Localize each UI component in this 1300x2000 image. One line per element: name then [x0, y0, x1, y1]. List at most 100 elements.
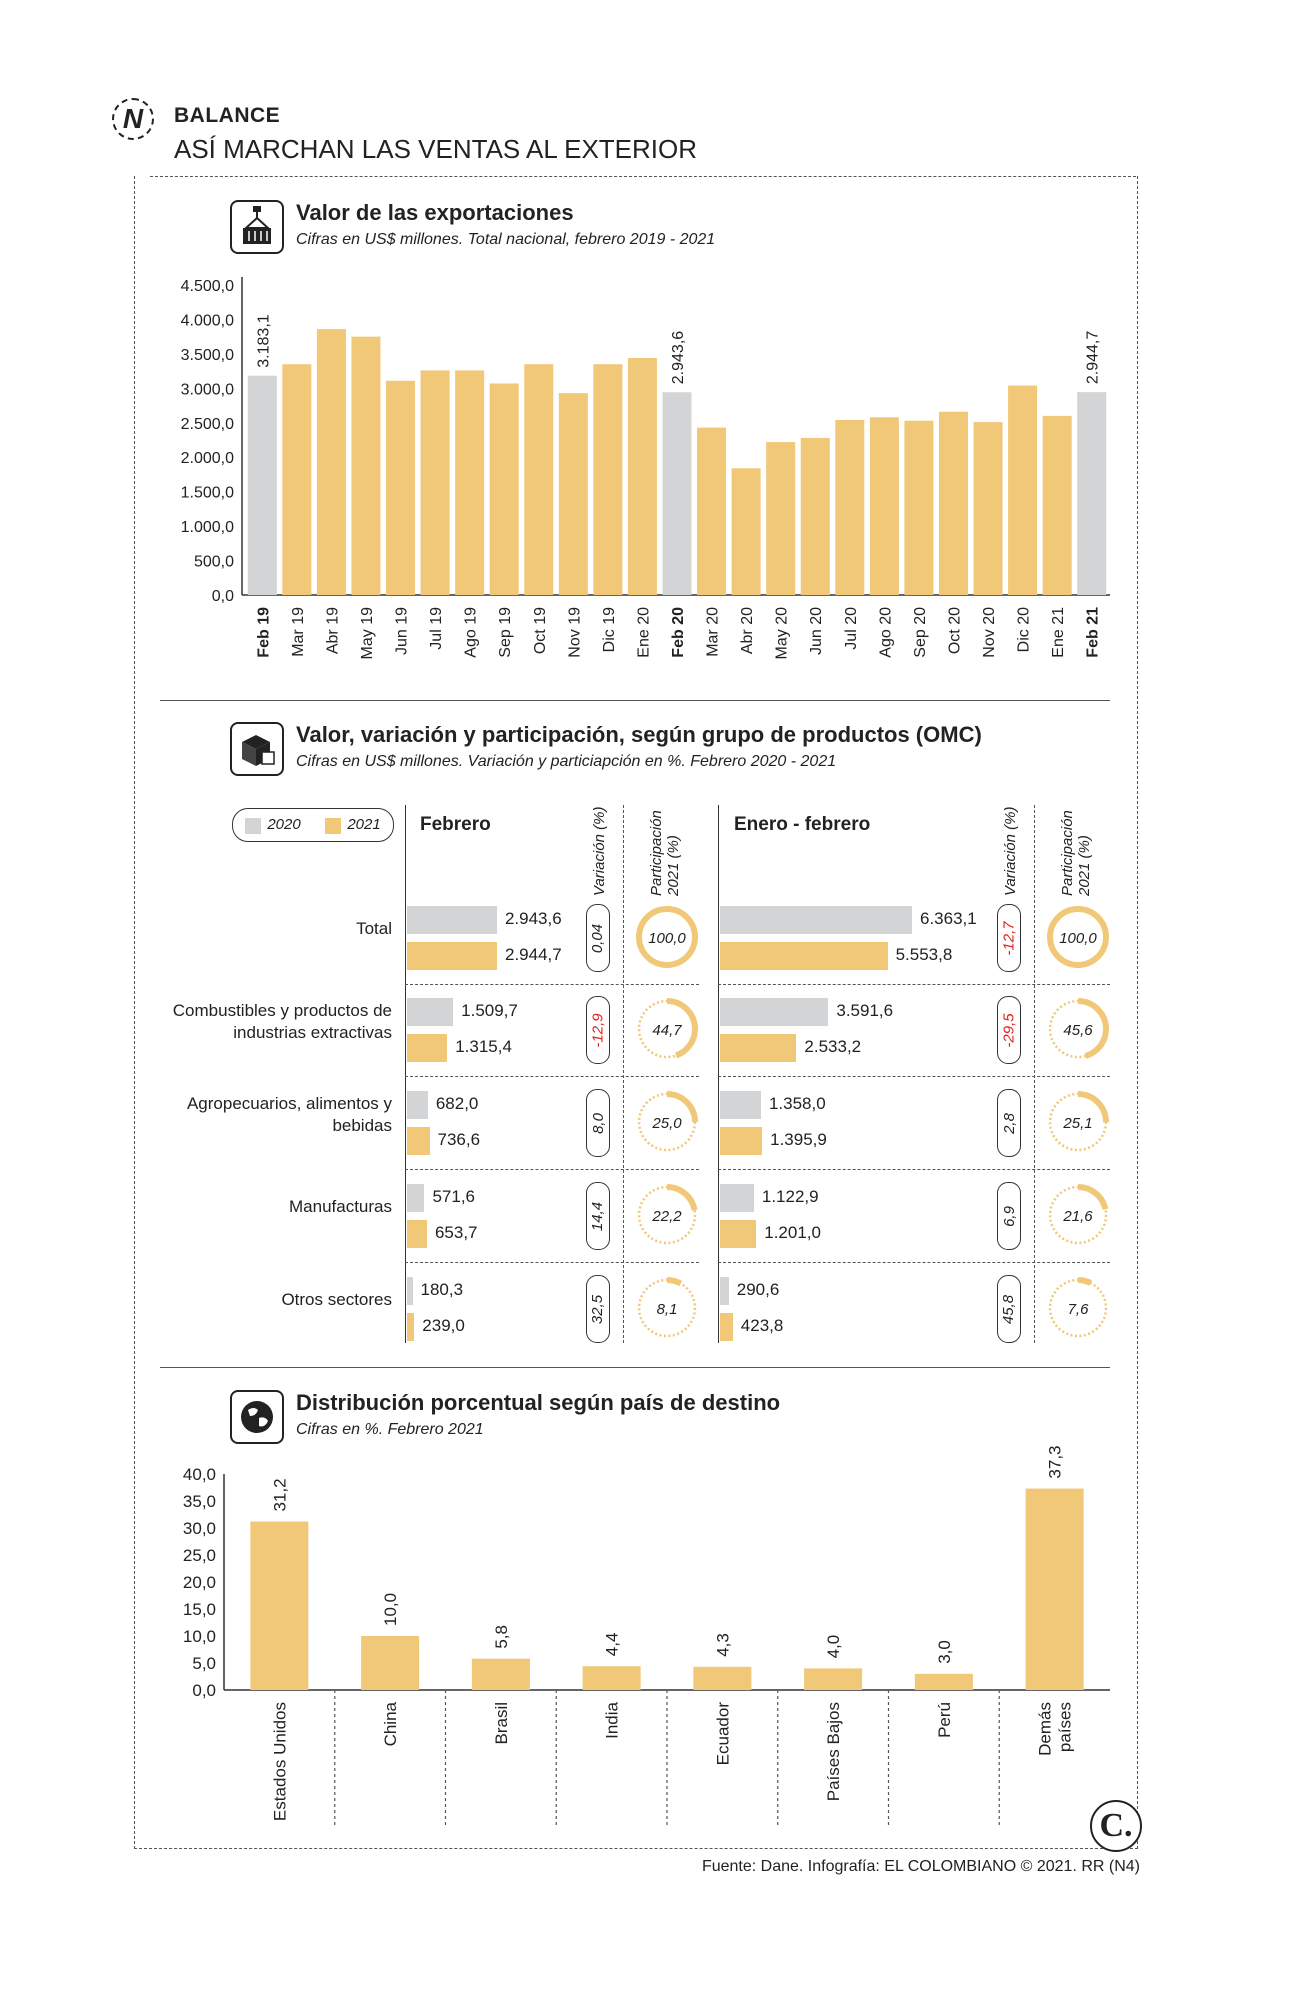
globe-icon: [230, 1390, 284, 1444]
frame-top: [150, 176, 1136, 177]
x-tick-label: Feb 20: [670, 607, 687, 658]
share-value: 100,0: [648, 930, 686, 947]
x-tick-label: Ene 20: [635, 607, 652, 658]
bar-feb-2020: [407, 1277, 413, 1305]
bar-feb-2020-label: 2.943,6: [504, 909, 562, 928]
variation-feb-value: 14,4: [589, 1201, 607, 1231]
bar: [1042, 415, 1072, 595]
data-label: 31,2: [270, 1478, 289, 1511]
share-feb: 22,2: [636, 1184, 698, 1246]
bar-feb-2021: [407, 1220, 427, 1248]
x-tick-label: Nov 19: [566, 607, 583, 658]
bar: [835, 420, 865, 595]
variation-feb: 14,4: [586, 1182, 610, 1250]
share-ring-fill: [1047, 1184, 1109, 1246]
share-value: 44,7: [652, 1022, 682, 1039]
bar: [558, 393, 588, 595]
share-ring-fill: [636, 1091, 698, 1153]
y-tick-label: 3.500,0: [181, 347, 234, 364]
bar: [914, 1673, 973, 1690]
x-tick-label: Ago 20: [877, 607, 894, 658]
bar: [904, 420, 934, 595]
variation-feb: -12,9: [586, 996, 610, 1064]
share-value: 45,6: [1063, 1022, 1093, 1039]
chart1-subtitle: Cifras en US$ millones. Total nacional, …: [296, 231, 716, 248]
bar-feb-2021-label: 1.315,4: [455, 1037, 512, 1056]
row-divider: [405, 1262, 699, 1263]
variation-ytd-value: -29,5: [1000, 1012, 1018, 1048]
legend-2021: 2021: [325, 816, 381, 834]
x-tick-label: Mar 19: [290, 607, 307, 657]
chart3-title: Distribución porcentual según país de de…: [296, 1390, 781, 1415]
data-label: 5,8: [492, 1625, 511, 1649]
share-feb: 44,7: [636, 998, 698, 1060]
bar: [1008, 385, 1038, 595]
bar: [938, 411, 968, 595]
variation-feb-value: 0,04: [589, 923, 607, 953]
share-ytd: 7,6: [1047, 1277, 1109, 1339]
y-tick-label: 30,0: [183, 1519, 216, 1538]
col-header-feb-variation: Variación (%): [591, 806, 608, 896]
row-label: Combustibles y productos de industrias e…: [172, 1001, 392, 1042]
row-label: Total: [356, 919, 392, 938]
bar: [627, 358, 657, 595]
bar-feb-2020: [407, 1091, 428, 1119]
share-value: 25,0: [651, 1115, 682, 1132]
x-tick-label: Abr 19: [324, 607, 341, 654]
x-tick-label: Estados Unidos: [270, 1702, 289, 1821]
col-header-ytd-share: Participación 2021 (%): [1059, 810, 1093, 896]
x-tick-label: Feb 21: [1085, 607, 1102, 658]
y-tick-label: 0,0: [212, 588, 234, 605]
bar-ytd-2021-label: 1.201,0: [764, 1223, 821, 1242]
kicker: BALANCE: [174, 104, 281, 127]
bar: [471, 1658, 530, 1690]
share-value: 8,1: [657, 1301, 678, 1318]
row-divider: [718, 984, 1110, 985]
page-title: ASÍ MARCHAN LAS VENTAS AL EXTERIOR: [174, 134, 698, 164]
variation-ytd: -12,7: [997, 904, 1021, 972]
bar: [455, 370, 485, 595]
x-tick-label: China: [381, 1701, 400, 1746]
x-tick-label: May 19: [359, 607, 376, 660]
col-header-feb-share: Participación 2021 (%): [648, 810, 682, 896]
bar: [766, 442, 796, 595]
boxes-icon: [230, 722, 284, 776]
data-label: 2.943,6: [670, 331, 687, 384]
bar-ytd-2020: [720, 1184, 754, 1212]
bar-ytd-2020-label: 3.591,6: [836, 1001, 894, 1020]
share-ring-center: [1056, 1100, 1100, 1144]
x-tick-label: Oct 20: [946, 607, 963, 654]
row-divider: [405, 984, 699, 985]
bar-ytd-2021: [720, 1220, 757, 1248]
bar-feb-2021-label: 653,7: [434, 1223, 478, 1242]
y-tick-label: 20,0: [183, 1573, 216, 1592]
x-tick-label: Perú: [935, 1702, 954, 1738]
bar: [250, 1521, 309, 1690]
data-label: 4,4: [603, 1633, 622, 1657]
bar-ytd-2020: [720, 1277, 729, 1305]
share-ring-center: [1056, 1286, 1100, 1330]
x-tick-label: Ago 19: [463, 607, 480, 658]
row-divider: [405, 1169, 699, 1170]
x-tick-label: Feb 19: [255, 607, 272, 658]
y-tick-label: 5,0: [192, 1654, 216, 1673]
bar: [593, 364, 623, 595]
share-ring-center: [645, 1100, 689, 1144]
y-tick-label: 35,0: [183, 1492, 216, 1511]
divider-2: [160, 1367, 1110, 1368]
bar-feb-2021: [407, 1034, 448, 1062]
x-tick-label: Dic 20: [1016, 607, 1033, 652]
variation-ytd-value: -12,7: [1000, 920, 1018, 956]
data-label: 10,0: [381, 1593, 400, 1626]
y-tick-label: 1.000,0: [181, 519, 234, 536]
bar-ytd-2021-label: 1.395,9: [770, 1130, 827, 1149]
bar: [804, 1668, 863, 1690]
variation-ytd: 2,8: [997, 1089, 1021, 1157]
share-value: 22,2: [651, 1208, 682, 1225]
bar-ytd-2020: [720, 998, 829, 1026]
bar: [386, 380, 416, 595]
bar: [662, 392, 692, 595]
data-label: 2.944,7: [1085, 331, 1102, 384]
bar-ytd-2020-label: 6.363,1: [920, 909, 977, 928]
row-label: Manufacturas: [289, 1197, 392, 1216]
